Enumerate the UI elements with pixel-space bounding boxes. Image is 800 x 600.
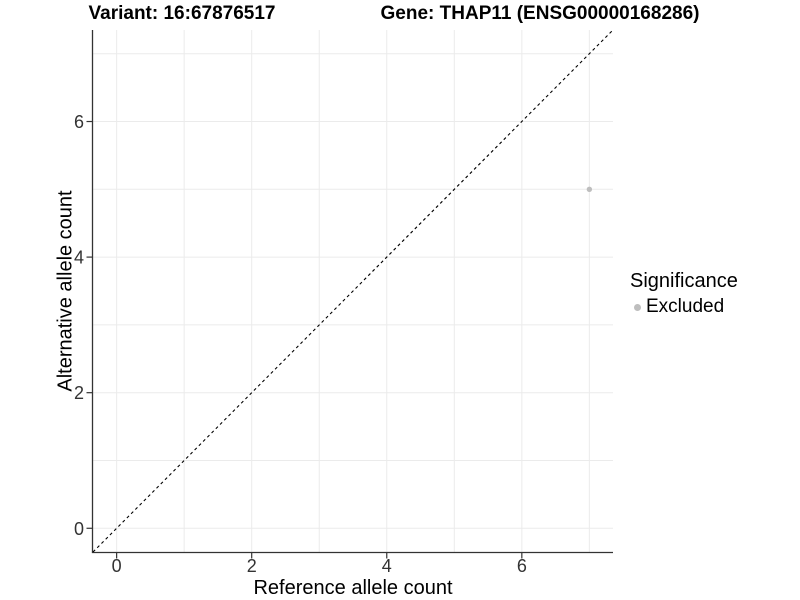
plot-title-variant: Variant: 16:67876517 — [88, 3, 276, 24]
y-tick-label: 2 — [74, 383, 84, 403]
y-tick-label: 6 — [74, 112, 84, 132]
data-point — [586, 186, 593, 193]
legend-entry-label: Excluded — [646, 296, 725, 317]
legend-entry-excluded: Excluded — [628, 296, 738, 318]
x-tick-label: 0 — [112, 556, 122, 576]
legend-key-dot-icon — [634, 303, 641, 311]
x-axis-title: Reference allele count — [253, 577, 453, 599]
identity-line — [92, 29, 614, 553]
y-tick-label: 0 — [74, 519, 84, 539]
y-tick-label: 4 — [74, 248, 84, 268]
x-tick-label: 6 — [517, 556, 527, 576]
plot-title-gene: Gene: THAP11 (ENSG00000168286) — [380, 3, 700, 24]
legend-title: Significance — [630, 270, 738, 292]
x-tick-label: 4 — [382, 556, 392, 576]
y-axis-title: Alternative allele count — [54, 190, 77, 392]
x-tick-label: 2 — [247, 556, 257, 576]
legend: Significance Excluded — [628, 270, 738, 318]
